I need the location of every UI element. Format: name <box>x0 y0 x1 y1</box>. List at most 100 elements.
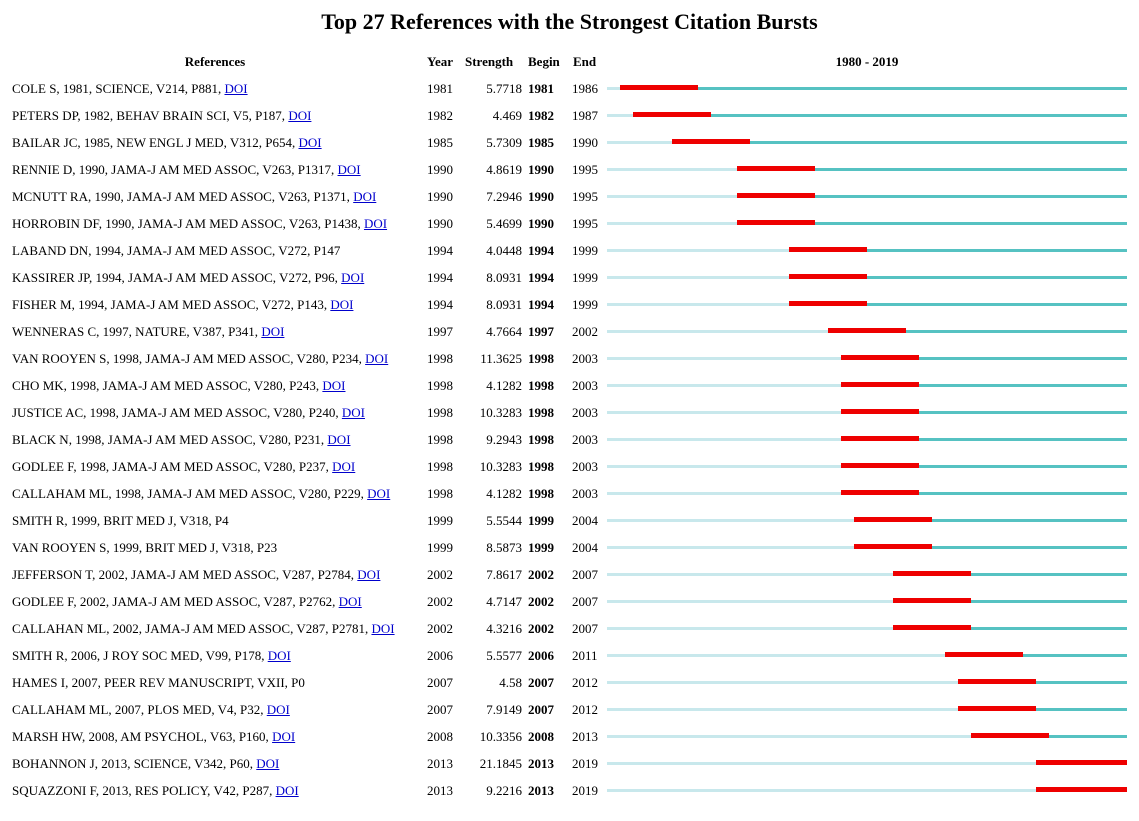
reference-cell: KASSIRER JP, 1994, JAMA-J AM MED ASSOC, … <box>12 270 364 286</box>
table-row: BLACK N, 1998, JAMA-J AM MED ASSOC, V280… <box>0 432 1139 459</box>
reference-cell: CALLAHAM ML, 1998, JAMA-J AM MED ASSOC, … <box>12 486 390 502</box>
strength-cell: 4.3216 <box>486 621 522 636</box>
strength-cell: 4.58 <box>499 675 522 690</box>
timeline-active-segment <box>841 438 1127 441</box>
doi-link[interactable]: DOI <box>256 756 280 771</box>
begin-cell: 1998 <box>528 486 554 501</box>
year-cell: 1994 <box>427 270 453 285</box>
year-cell: 2002 <box>427 594 453 609</box>
begin-cell: 1994 <box>528 270 554 285</box>
timeline-active-segment <box>633 114 1127 117</box>
reference-text: CALLAHAM ML, 1998, JAMA-J AM MED ASSOC, … <box>12 486 368 501</box>
doi-link[interactable]: DOI <box>330 297 354 312</box>
strength-cell: 5.5544 <box>486 513 522 528</box>
year-cell: 2008 <box>427 729 453 744</box>
burst-bar <box>841 490 919 495</box>
reference-text: SMITH R, 2006, J ROY SOC MED, V99, P178, <box>12 648 268 663</box>
burst-bar <box>672 139 750 144</box>
timeline-inactive-segment <box>607 411 841 414</box>
burst-timeline <box>607 432 1127 459</box>
doi-link[interactable]: DOI <box>365 351 389 366</box>
timeline-inactive-segment <box>607 87 620 90</box>
burst-timeline <box>607 567 1127 594</box>
timeline-active-segment <box>854 546 1127 549</box>
year-cell: 2007 <box>427 702 453 717</box>
doi-link[interactable]: DOI <box>371 621 395 636</box>
burst-bar <box>841 463 919 468</box>
reference-cell: LABAND DN, 1994, JAMA-J AM MED ASSOC, V2… <box>12 243 340 259</box>
reference-text: BLACK N, 1998, JAMA-J AM MED ASSOC, V280… <box>12 432 328 447</box>
timeline-active-segment <box>841 357 1127 360</box>
timeline-inactive-segment <box>607 573 893 576</box>
table-row: MARSH HW, 2008, AM PSYCHOL, V63, P160, D… <box>0 729 1139 756</box>
table-row: SMITH R, 2006, J ROY SOC MED, V99, P178,… <box>0 648 1139 675</box>
doi-link[interactable]: DOI <box>357 567 381 582</box>
table-row: FISHER M, 1994, JAMA-J AM MED ASSOC, V27… <box>0 297 1139 324</box>
timeline-active-segment <box>737 168 1127 171</box>
doi-link[interactable]: DOI <box>322 378 346 393</box>
burst-bar <box>737 220 815 225</box>
timeline-active-segment <box>672 141 1127 144</box>
doi-link[interactable]: DOI <box>367 486 391 501</box>
doi-link[interactable]: DOI <box>353 189 377 204</box>
doi-link[interactable]: DOI <box>224 81 248 96</box>
table-row: HAMES I, 2007, PEER REV MANUSCRIPT, VXII… <box>0 675 1139 702</box>
reference-cell: BLACK N, 1998, JAMA-J AM MED ASSOC, V280… <box>12 432 351 448</box>
begin-cell: 1990 <box>528 162 554 177</box>
doi-link[interactable]: DOI <box>341 270 365 285</box>
reference-text: CALLAHAN ML, 2002, JAMA-J AM MED ASSOC, … <box>12 621 372 636</box>
doi-link[interactable]: DOI <box>266 702 290 717</box>
table-row: VAN ROOYEN S, 1999, BRIT MED J, V318, P2… <box>0 540 1139 567</box>
doi-link[interactable]: DOI <box>363 216 388 231</box>
burst-timeline <box>607 378 1127 405</box>
year-cell: 1999 <box>427 513 453 528</box>
doi-link[interactable]: DOI <box>275 783 299 798</box>
year-cell: 1998 <box>427 459 453 474</box>
doi-link[interactable]: DOI <box>261 324 285 339</box>
reference-cell: VAN ROOYEN S, 1999, BRIT MED J, V318, P2… <box>12 540 277 556</box>
timeline-active-segment <box>841 465 1127 468</box>
burst-timeline <box>607 81 1127 108</box>
strength-cell: 8.0931 <box>486 297 522 312</box>
doi-link[interactable]: DOI <box>341 405 365 420</box>
year-cell: 1998 <box>427 351 453 366</box>
begin-cell: 1999 <box>528 513 554 528</box>
end-cell: 1999 <box>572 297 598 312</box>
burst-timeline <box>607 351 1127 378</box>
year-cell: 1998 <box>427 378 453 393</box>
doi-link[interactable]: DOI <box>338 594 362 609</box>
doi-link[interactable]: DOI <box>267 648 291 663</box>
end-cell: 2003 <box>572 486 598 501</box>
reference-text: MCNUTT RA, 1990, JAMA-J AM MED ASSOC, V2… <box>12 189 354 204</box>
reference-text: BAILAR JC, 1985, NEW ENGL J MED, V312, P… <box>12 135 299 150</box>
end-cell: 2003 <box>572 459 598 474</box>
strength-cell: 21.1845 <box>479 756 522 771</box>
table-row: BOHANNON J, 2013, SCIENCE, V342, P60, DO… <box>0 756 1139 783</box>
timeline-inactive-segment <box>607 762 1036 765</box>
doi-link[interactable]: DOI <box>288 108 312 123</box>
begin-cell: 2002 <box>528 594 554 609</box>
timeline-inactive-segment <box>607 519 854 522</box>
doi-link[interactable]: DOI <box>272 729 296 744</box>
reference-cell: GODLEE F, 2002, JAMA-J AM MED ASSOC, V28… <box>12 594 362 610</box>
strength-cell: 10.3283 <box>479 405 522 420</box>
burst-timeline <box>607 162 1127 189</box>
doi-link[interactable]: DOI <box>298 135 322 150</box>
timeline-active-segment <box>945 654 1127 657</box>
timeline-inactive-segment <box>607 735 971 738</box>
begin-cell: 1999 <box>528 540 554 555</box>
timeline-inactive-segment <box>607 276 789 279</box>
begin-cell: 1997 <box>528 324 554 339</box>
burst-bar <box>841 409 919 414</box>
doi-link[interactable]: DOI <box>337 162 361 177</box>
doi-link[interactable]: DOI <box>332 459 356 474</box>
doi-link[interactable]: DOI <box>327 432 351 447</box>
timeline-active-segment <box>737 222 1127 225</box>
begin-cell: 2002 <box>528 567 554 582</box>
end-cell: 2007 <box>572 594 598 609</box>
timeline-active-segment <box>854 519 1127 522</box>
begin-cell: 2013 <box>528 756 554 771</box>
timeline-inactive-segment <box>607 789 1036 792</box>
strength-cell: 8.5873 <box>486 540 522 555</box>
burst-bar <box>971 733 1049 738</box>
